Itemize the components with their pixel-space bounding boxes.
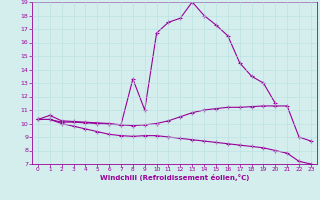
- X-axis label: Windchill (Refroidissement éolien,°C): Windchill (Refroidissement éolien,°C): [100, 174, 249, 181]
